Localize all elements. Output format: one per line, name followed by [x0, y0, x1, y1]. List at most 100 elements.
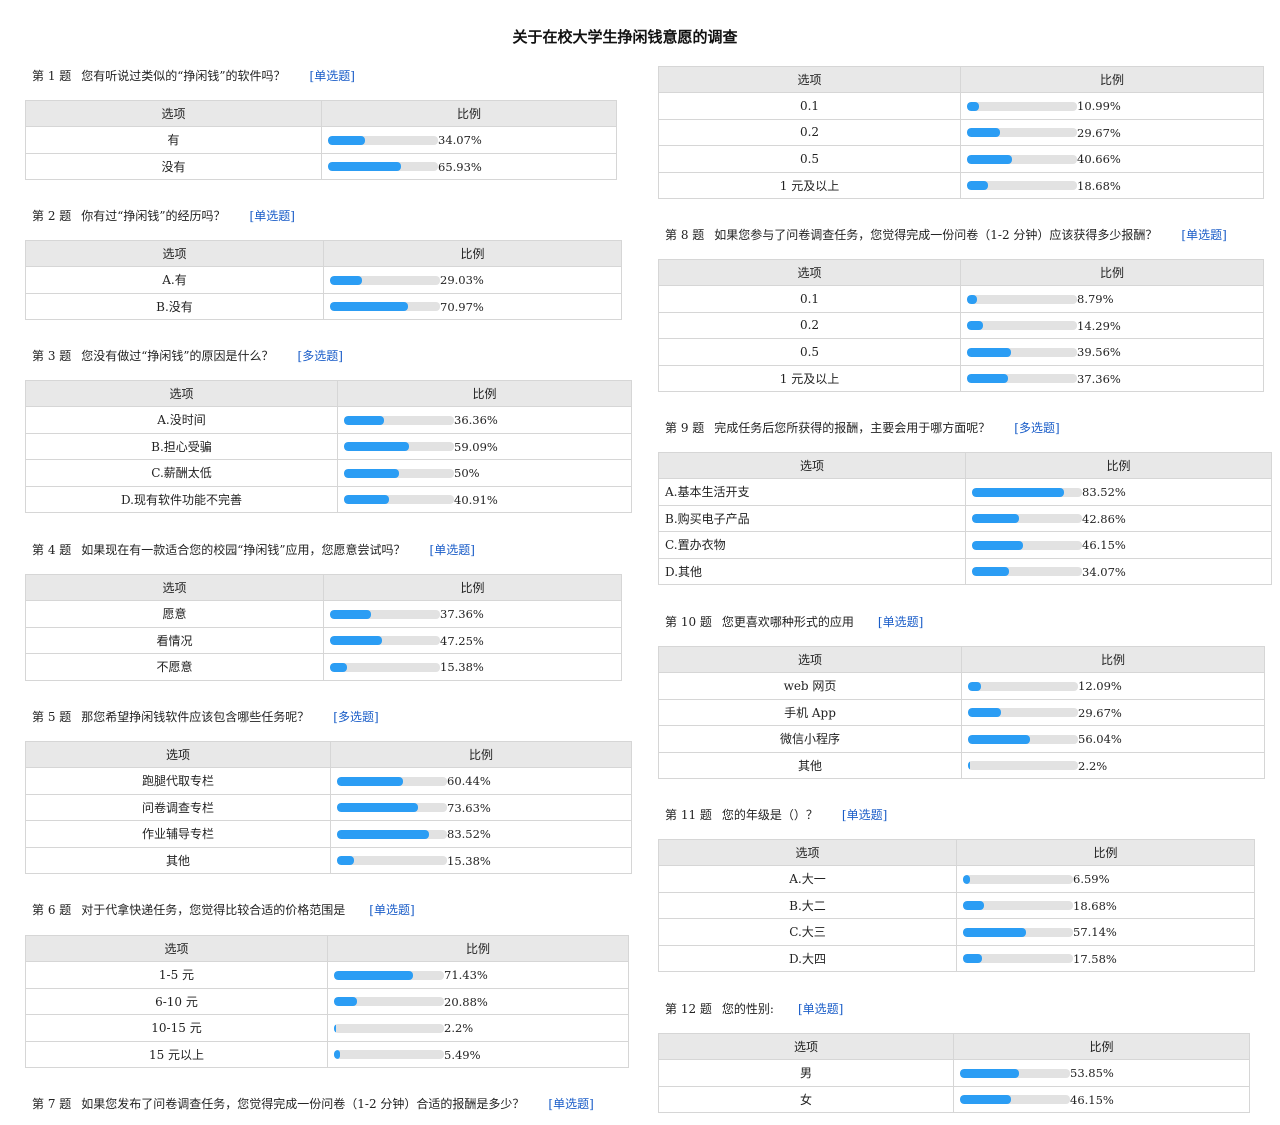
- question-type-link[interactable]: [单选题]: [249, 209, 295, 223]
- percentage-bar-fill: [967, 154, 1012, 164]
- question-type-link[interactable]: [单选题]: [1181, 228, 1227, 242]
- question-type-link[interactable]: [单选题]: [429, 543, 475, 557]
- percentage-bar-fill: [963, 927, 1026, 937]
- percentage-bar: [963, 927, 1073, 937]
- percentage-value: 36.36%: [454, 413, 498, 427]
- table-row: 1 元及以上 37.36%: [658, 364, 1264, 392]
- percentage-value: 71.43%: [444, 968, 488, 982]
- ratio-cell: 71.43%: [327, 961, 629, 989]
- ratio-cell: 59.09%: [337, 432, 632, 460]
- ratio-cell: 40.66%: [960, 145, 1264, 173]
- option-label: 0.2: [658, 311, 961, 339]
- column-header-option: 选项: [25, 935, 328, 962]
- percentage-bar-fill: [960, 1068, 1020, 1078]
- table-row: B.购买电子产品 42.86%: [658, 504, 1272, 532]
- percentage-bar: [337, 803, 447, 812]
- table-row: C.大三 57.14%: [658, 918, 1255, 946]
- percentage-value: 59.09%: [454, 439, 498, 454]
- table-row: 看情况 47.25%: [25, 626, 622, 654]
- ratio-cell: 2.2%: [327, 1014, 629, 1042]
- table-row: 没有 65.93%: [25, 152, 617, 180]
- question-type-link[interactable]: [多选题]: [333, 710, 379, 724]
- question-number: 第 1 题: [32, 69, 72, 83]
- percentage-bar: [330, 302, 440, 311]
- question-type-link[interactable]: [单选题]: [797, 1002, 844, 1016]
- question-text: 完成任务后您所获得的报酬，主要会用于哪方面呢？: [714, 421, 991, 435]
- table-row: C.薪酬太低 50%: [25, 459, 632, 487]
- table-row: 1-5 元 71.43%: [25, 961, 629, 989]
- option-label: 不愿意: [25, 653, 324, 681]
- percentage-value: 14.29%: [1077, 318, 1121, 333]
- question-heading: 第 12 题您的性别: [单选题]: [665, 1001, 843, 1017]
- percentage-bar: [334, 1050, 444, 1059]
- question-type-link[interactable]: [单选题]: [548, 1097, 594, 1111]
- question-number: 第 6 题: [32, 903, 72, 917]
- percentage-bar: [330, 636, 440, 645]
- percentage-bar-fill: [328, 162, 401, 171]
- percentage-bar: [972, 567, 1082, 576]
- ratio-cell: 5.49%: [327, 1040, 629, 1068]
- ratio-cell: 60.44%: [330, 767, 632, 795]
- table-row: 不愿意 15.38%: [25, 653, 622, 681]
- results-table: 选项 比例 A.没时间 36.36% B.担心受骗 59.09% C.薪酬太低 50% D.现有…: [25, 380, 632, 513]
- table-header-row: 选项 比例: [658, 646, 1265, 673]
- percentage-value: 18.68%: [1077, 178, 1121, 193]
- percentage-value: 56.04%: [1078, 732, 1122, 746]
- results-table: 选项 比例 跑腿代取专栏 60.44% 问卷调查专栏 73.63% 作业辅导专栏 83.52%…: [25, 741, 632, 874]
- percentage-value: 73.63%: [447, 800, 491, 815]
- results-table: 选项 比例 愿意 37.36% 看情况 47.25% 不愿意 15.38%: [25, 574, 622, 681]
- results-table: 选项 比例 A.有 29.03% B.没有 70.97%: [25, 240, 622, 320]
- ratio-cell: 18.68%: [956, 891, 1255, 919]
- percentage-bar-fill: [972, 514, 1020, 523]
- question-heading: 第 4 题如果现在有一款适合您的校园“挣闲钱”应用，您愿意尝试吗？ [单选题]: [32, 542, 475, 558]
- percentage-bar-fill: [337, 856, 354, 865]
- table-header-row: 选项 比例: [25, 574, 622, 601]
- percentage-bar-fill: [967, 321, 983, 330]
- question-heading: 第 3 题您没有做过“挣闲钱”的原因是什么？ [多选题]: [32, 348, 343, 364]
- percentage-bar-fill: [972, 567, 1010, 576]
- question-type-link[interactable]: [单选题]: [309, 69, 355, 83]
- percentage-bar-fill: [330, 636, 382, 645]
- question-text: 您有听说过类似的“挣闲钱”的软件吗？: [81, 69, 286, 83]
- column-header-ratio: 比例: [953, 1033, 1250, 1060]
- ratio-cell: 83.52%: [330, 820, 632, 848]
- column-header-ratio: 比例: [965, 452, 1272, 479]
- question-type-link[interactable]: [多选题]: [1014, 421, 1060, 435]
- table-row: 0.1 10.99%: [658, 92, 1264, 120]
- table-row: 女 46.15%: [658, 1085, 1250, 1113]
- column-header-option: 选项: [658, 452, 966, 479]
- option-label: 6-10 元: [25, 987, 328, 1015]
- question-type-link[interactable]: [单选题]: [369, 903, 415, 917]
- results-table: 选项 比例有 34.07% 没有 65.93%: [25, 100, 617, 180]
- question-text: 您更喜欢哪种形式的应用: [721, 615, 854, 629]
- column-header-option: 选项: [658, 66, 961, 93]
- percentage-bar-fill: [334, 1050, 341, 1059]
- table-header-row: 选项 比例: [25, 741, 632, 768]
- percentage-bar: [967, 347, 1077, 357]
- percentage-bar-fill: [330, 662, 347, 672]
- table-row: 跑腿代取专栏 60.44%: [25, 767, 632, 795]
- table-row: 其他 15.38%: [25, 846, 632, 874]
- percentage-bar: [968, 708, 1078, 717]
- ratio-cell: 10.99%: [960, 92, 1264, 120]
- percentage-bar: [337, 856, 447, 865]
- table-row: 0.5 40.66%: [658, 145, 1264, 173]
- option-label: C.大三: [658, 918, 957, 946]
- question-type-link[interactable]: [单选题]: [877, 615, 924, 629]
- table-row: D.其他 34.07%: [658, 557, 1272, 585]
- percentage-bar-fill: [972, 487, 1064, 497]
- option-label: A.基本生活开支: [658, 478, 966, 506]
- percentage-bar: [972, 487, 1082, 497]
- table-row: 有 34.07%: [25, 126, 617, 154]
- question-type-link[interactable]: [多选题]: [297, 349, 343, 363]
- percentage-value: 5.49%: [444, 1047, 481, 1062]
- question-type-link[interactable]: [单选题]: [841, 808, 888, 822]
- ratio-cell: 29.03%: [323, 266, 622, 294]
- percentage-bar-fill: [968, 734, 1030, 744]
- option-label: C.薪酬太低: [25, 459, 338, 487]
- results-table: 选项 比例男 53.85% 女 46.15%: [658, 1033, 1250, 1113]
- ratio-cell: 83.52%: [965, 478, 1272, 506]
- option-label: 作业辅导专栏: [25, 820, 331, 848]
- option-label: A.没时间: [25, 406, 338, 434]
- question-text: 那您希望挣闲钱软件应该包含哪些任务呢？: [81, 710, 310, 724]
